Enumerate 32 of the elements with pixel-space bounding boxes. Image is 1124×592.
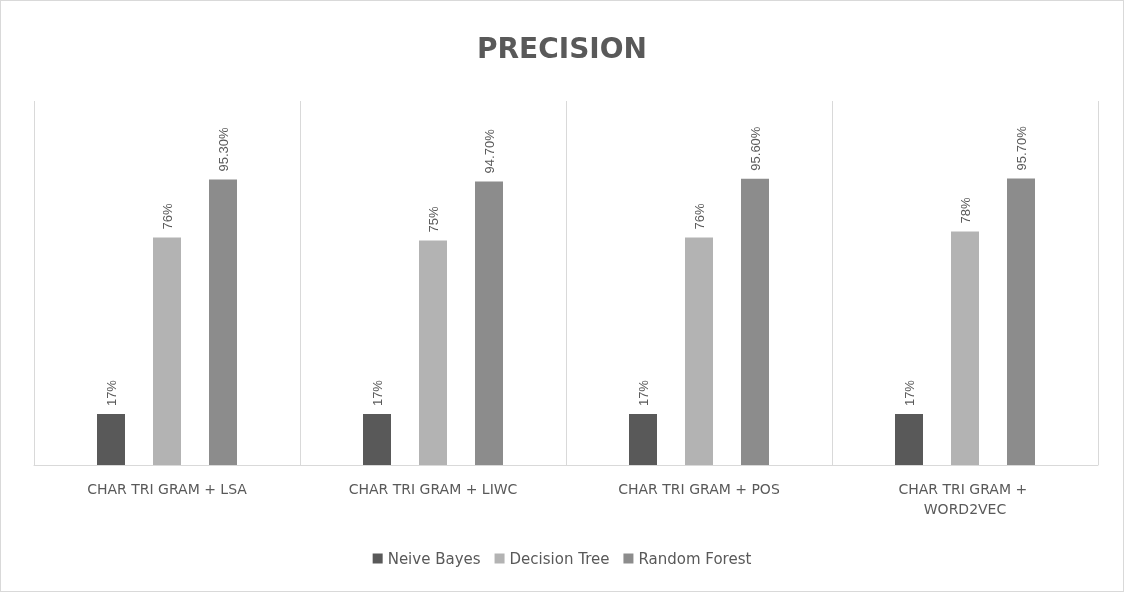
x-tick-label: CHAR TRI GRAM + LIWC: [348, 481, 518, 497]
x-tick-label: CHAR TRI GRAM + POS: [618, 481, 780, 497]
legend-label: Random Forest: [638, 549, 752, 568]
bar: [629, 414, 657, 465]
bar: [153, 237, 181, 465]
data-label: 76%: [691, 202, 707, 230]
data-label: 95.60%: [747, 126, 763, 171]
x-tick-label: CHAR TRI GRAM + LSA: [87, 481, 248, 497]
bar: [685, 237, 713, 465]
data-label: 17%: [901, 379, 917, 407]
data-label: 75%: [425, 205, 441, 233]
data-label: 17%: [103, 379, 119, 407]
bar: [97, 414, 125, 465]
x-tick-label: CHAR TRI GRAM + WORD2VEC: [898, 481, 1032, 517]
data-label: 76%: [159, 202, 175, 230]
bar: [209, 179, 237, 465]
bar: [895, 414, 923, 465]
bar: [1007, 178, 1035, 465]
bar: [363, 414, 391, 465]
data-label: 17%: [635, 379, 651, 407]
bar: [741, 178, 769, 465]
data-label: 94.70%: [481, 128, 497, 174]
chart-title: PRECISION: [477, 31, 647, 65]
legend-label: Decision Tree: [509, 549, 610, 568]
data-label: 78%: [957, 196, 973, 224]
bar: [951, 231, 979, 465]
bar: [419, 240, 447, 465]
data-label: 95.70%: [1013, 125, 1029, 171]
data-label: 95.30%: [215, 127, 231, 172]
bar: [475, 181, 503, 465]
legend-label: Neive Bayes: [387, 549, 481, 568]
data-label: 17%: [369, 379, 385, 407]
